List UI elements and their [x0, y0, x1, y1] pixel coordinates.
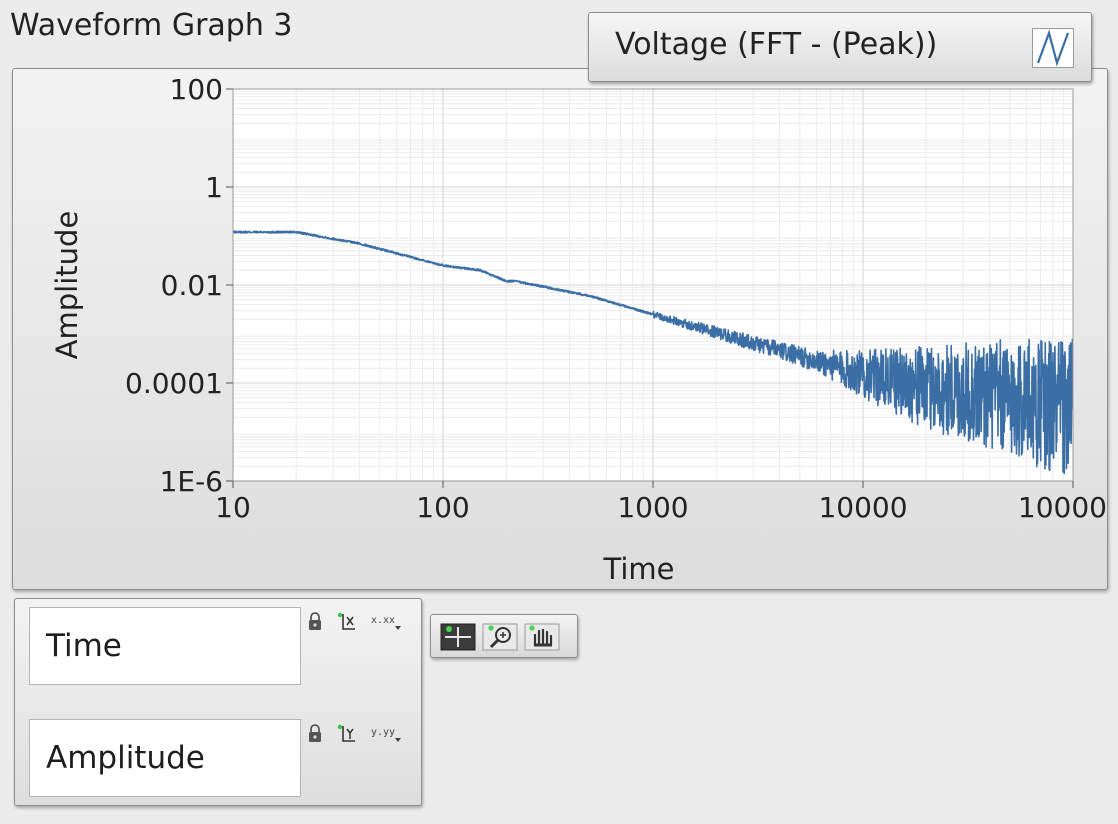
lock-icon[interactable]: [309, 724, 321, 742]
lock-icon[interactable]: [309, 612, 321, 630]
series-line: [233, 230, 1073, 475]
format-y-icon[interactable]: y.yy: [371, 727, 401, 742]
x-scale-controls: x.xx: [307, 611, 417, 633]
y-scale-name[interactable]: Amplitude: [29, 719, 301, 797]
y-axis-label: Amplitude: [50, 211, 84, 360]
x-tick-label: 100: [416, 491, 469, 524]
graph-palette: [430, 614, 578, 658]
y-tick-label: 0.0001: [125, 367, 223, 400]
x-tick-label: 1000: [617, 491, 688, 524]
pan-hand-icon[interactable]: [524, 623, 560, 651]
x-tick-label: 10000: [1018, 491, 1107, 524]
x-tick-label: 10000: [818, 491, 907, 524]
y-tick-label: 1: [205, 171, 223, 204]
plot-legend-label: Voltage (FFT - (Peak)): [615, 27, 938, 62]
y-tick-label: 100: [170, 73, 223, 106]
y-tick-label: 0.01: [161, 269, 223, 302]
cursor-move-icon[interactable]: [440, 623, 476, 651]
graph-panel: 10 100 1000 10000 10000 100 1 0.01 0.0001 1E-6 T…: [12, 68, 1108, 590]
y-scale-controls: y.yy: [307, 723, 417, 745]
plot-svg[interactable]: 10 100 1000 10000 10000 100 1 0.01 0.0001 1E-6 T…: [13, 69, 1109, 591]
x-axis[interactable]: 10 100 1000 10000 10000: [215, 481, 1107, 524]
x-scale-name[interactable]: Time: [29, 607, 301, 685]
zoom-icon[interactable]: [482, 623, 518, 651]
y-axis[interactable]: 100 1 0.01 0.0001 1E-6: [125, 73, 233, 498]
x-tick-label: 10: [215, 491, 251, 524]
series-layer: [233, 230, 1073, 475]
plot-legend[interactable]: Voltage (FFT - (Peak)): [588, 12, 1092, 82]
autoscale-x-icon[interactable]: [337, 612, 355, 630]
svg-text:y.yy: y.yy: [371, 727, 395, 738]
format-x-icon[interactable]: x.xx: [371, 615, 401, 630]
y-tick-label: 1E-6: [160, 465, 223, 498]
svg-text:x.xx: x.xx: [371, 615, 395, 626]
line-style-icon[interactable]: [1032, 28, 1074, 68]
autoscale-y-icon[interactable]: [337, 724, 355, 742]
graph-title: Waveform Graph 3: [10, 8, 293, 43]
line-style-glyph: [1036, 29, 1070, 67]
x-axis-label: Time: [603, 552, 675, 586]
scale-legend: Time x.xx Amplitude: [14, 598, 422, 806]
